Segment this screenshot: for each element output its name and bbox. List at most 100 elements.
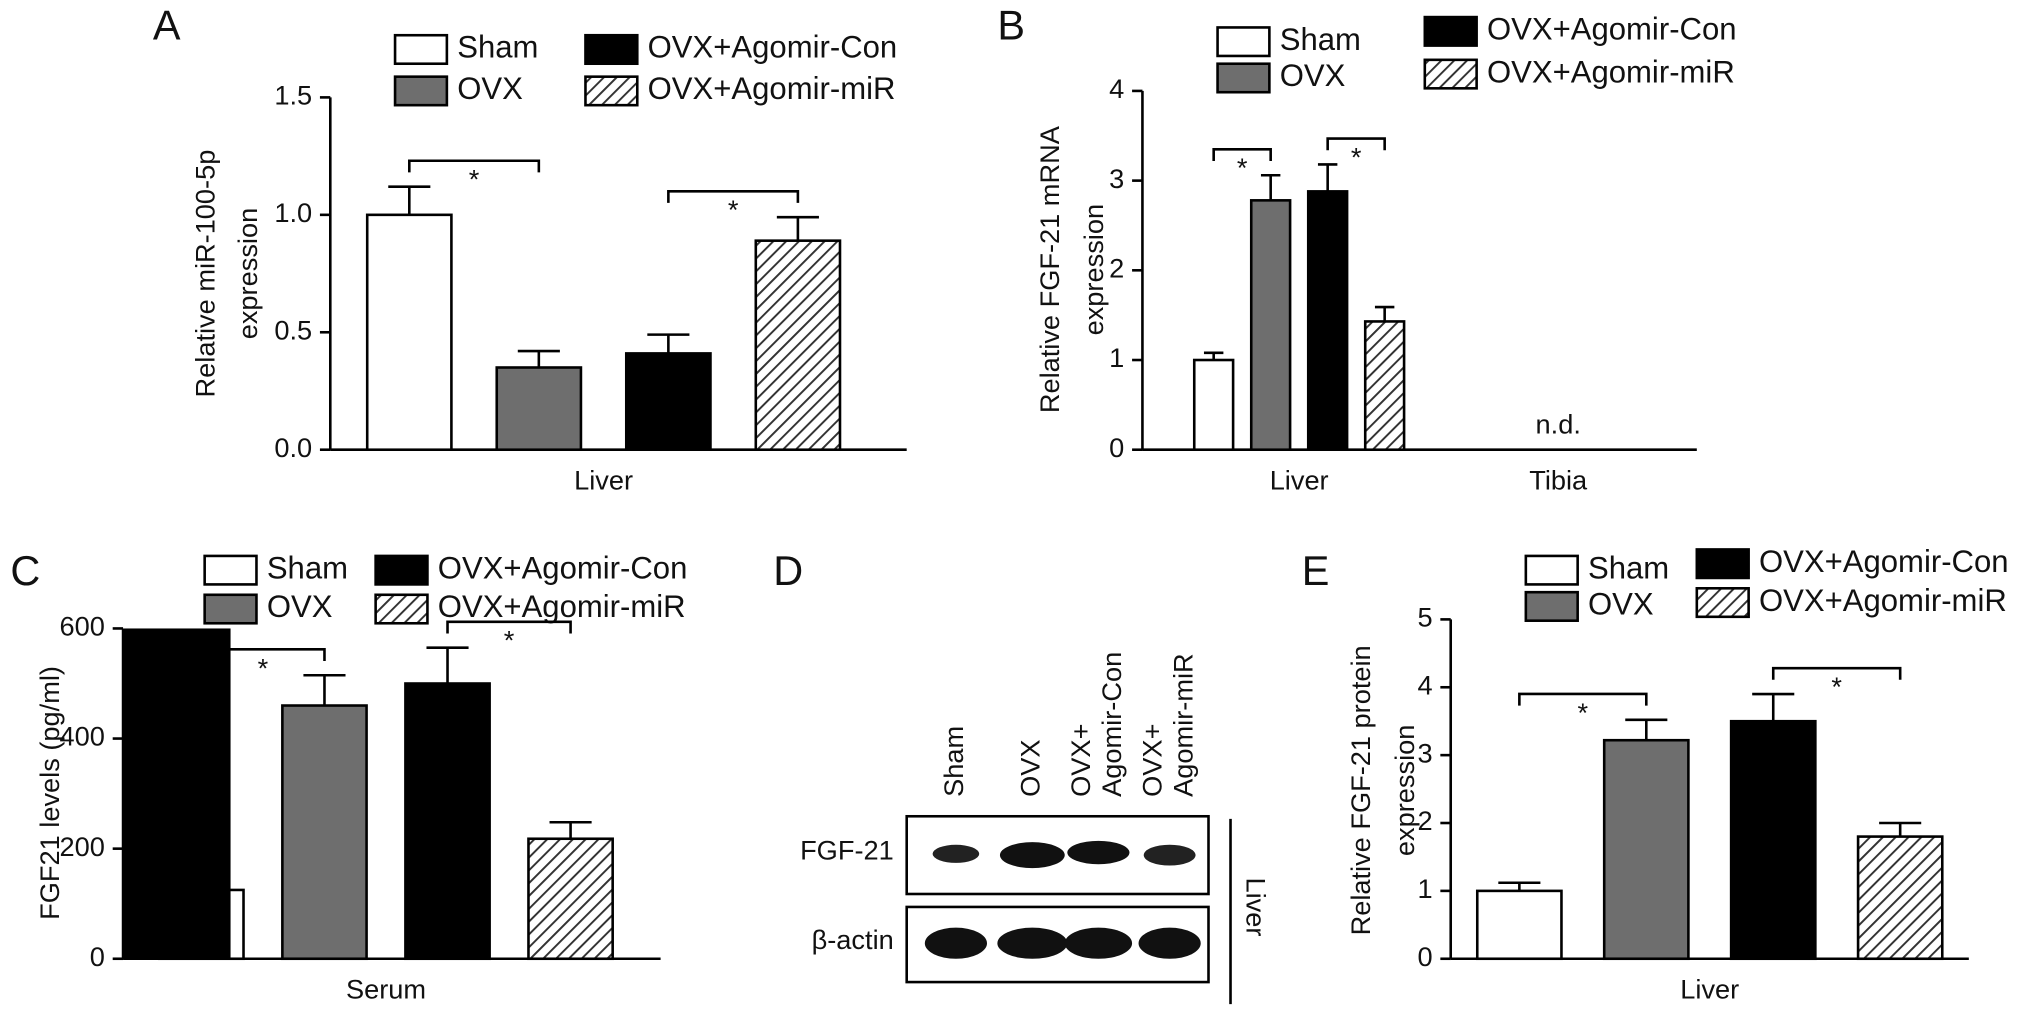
band [997, 927, 1068, 959]
error-bar [1625, 718, 1668, 741]
panel-e: E Relative FGF-21 protein expression 0 1 2 3 4 5… [1302, 544, 2009, 1004]
y-tick-label: 1 [1417, 873, 1432, 904]
error-bar [388, 185, 431, 215]
error-bar [1752, 692, 1795, 722]
lane-label: Sham [938, 726, 969, 797]
legend-label: OVX+Agomir-Con [1759, 544, 2009, 579]
x-tick-label: Tibia [1529, 464, 1588, 495]
legend-swatch [203, 593, 258, 625]
legend-label: OVX [267, 589, 333, 624]
error-bar [1203, 351, 1224, 361]
panel-b: B Relative FGF-21 mRNA expression 0 1 2 3 4 Live… [997, 2, 1736, 496]
y-tick-label: 0.0 [274, 432, 312, 463]
y-axis-label: expression [232, 208, 263, 339]
significance-label: * [504, 625, 515, 656]
band [1064, 927, 1133, 959]
significance-label: * [728, 194, 739, 225]
error-bar [303, 673, 346, 706]
band [924, 927, 988, 959]
error-bar [1498, 881, 1541, 891]
significance-bracket [1212, 148, 1272, 161]
blot-frame [905, 814, 1210, 896]
y-axis-label: expression [1389, 725, 1420, 856]
bar [281, 704, 368, 961]
error-bar [549, 820, 592, 839]
legend-label: Sham [1280, 22, 1361, 57]
lane-label: Agomir-Con [1096, 652, 1127, 797]
band [1067, 840, 1130, 865]
y-tick-label: 2 [1109, 253, 1124, 284]
legend-label: OVX+Agomir-Con [648, 30, 898, 65]
y-tick-label: 2 [1417, 805, 1432, 836]
significance-label: * [258, 652, 269, 683]
legend-label: OVX+Agomir-Con [438, 550, 688, 585]
bar [754, 239, 842, 452]
error-bar [426, 646, 469, 684]
bar [624, 352, 712, 452]
legend-swatch [584, 75, 639, 107]
legend-label: OVX [1280, 58, 1346, 93]
panel-letter: A [153, 2, 181, 49]
y-tick-label: 1.0 [274, 197, 312, 228]
significance-label: * [1237, 152, 1248, 183]
error-bar [647, 333, 690, 354]
legend-swatch [1695, 587, 1750, 619]
significance-label: * [469, 164, 480, 195]
legend-label: OVX+Agomir-miR [1759, 583, 2007, 618]
significance-bracket [1518, 692, 1648, 706]
panel-a: A Relative miR-100-5p expression 0.0 0.5 1.0 1… [153, 2, 907, 495]
y-tick-label: 4 [1109, 73, 1124, 104]
panel-letter: B [997, 2, 1025, 49]
error-bar [1260, 173, 1281, 201]
legend-swatch [393, 33, 449, 66]
bar [1306, 190, 1349, 452]
bar [404, 682, 491, 961]
y-tick-label: 200 [60, 831, 105, 862]
significance-bracket [1771, 666, 1902, 680]
bar [365, 213, 453, 452]
legend-swatch [374, 593, 429, 625]
bar [527, 837, 614, 961]
legend-label: OVX+Agomir-miR [1487, 54, 1735, 89]
x-tick-label: Liver [1270, 464, 1329, 495]
error-bar [517, 349, 560, 368]
panel-letter: E [1302, 547, 1330, 594]
significance-label: * [1578, 697, 1589, 728]
y-tick-label: 400 [60, 721, 105, 752]
bar [1475, 889, 1563, 961]
y-tick-label: 0 [1109, 432, 1124, 463]
legend-label: Sham [457, 30, 538, 65]
y-tick-label: 5 [1417, 602, 1432, 633]
significance-bracket [446, 620, 572, 634]
band [999, 842, 1065, 869]
y-tick-label: 3 [1417, 737, 1432, 768]
significance-bracket [408, 159, 541, 173]
y-axis-label: Relative miR-100-5p [189, 150, 220, 398]
y-axis-label: Relative FGF-21 protein [1345, 645, 1376, 935]
significance-bracket [667, 189, 800, 203]
panel-d: D FGF-21 β-actin Liver Sham OVX OVX+ Agomir… [773, 547, 1272, 1005]
legend-swatch [393, 75, 449, 107]
error-bar [1374, 305, 1395, 322]
y-tick-label: 0 [90, 941, 105, 972]
significance-label: * [1351, 141, 1362, 172]
bar [1249, 199, 1292, 452]
y-axis-label: FGF21 levels (pg/ml) [34, 666, 65, 920]
legend-swatch [1423, 15, 1478, 47]
row-label: β-actin [812, 924, 894, 955]
legend-swatch [1216, 26, 1271, 58]
legend-label: OVX+Agomir-miR [438, 589, 686, 624]
y-tick-label: 3 [1109, 163, 1124, 194]
bar [1856, 835, 1944, 961]
legend-label: Sham [267, 550, 348, 585]
lane-label: OVX+ [1136, 724, 1167, 797]
lane-label: OVX [1015, 739, 1046, 796]
error-bar [1317, 163, 1338, 192]
bar [1192, 358, 1235, 452]
lane-label: Agomir-miR [1167, 653, 1198, 797]
bar [1363, 320, 1406, 452]
bar [1729, 719, 1817, 961]
legend-label: OVX [1588, 587, 1654, 622]
y-tick-label: 1.5 [274, 80, 312, 111]
